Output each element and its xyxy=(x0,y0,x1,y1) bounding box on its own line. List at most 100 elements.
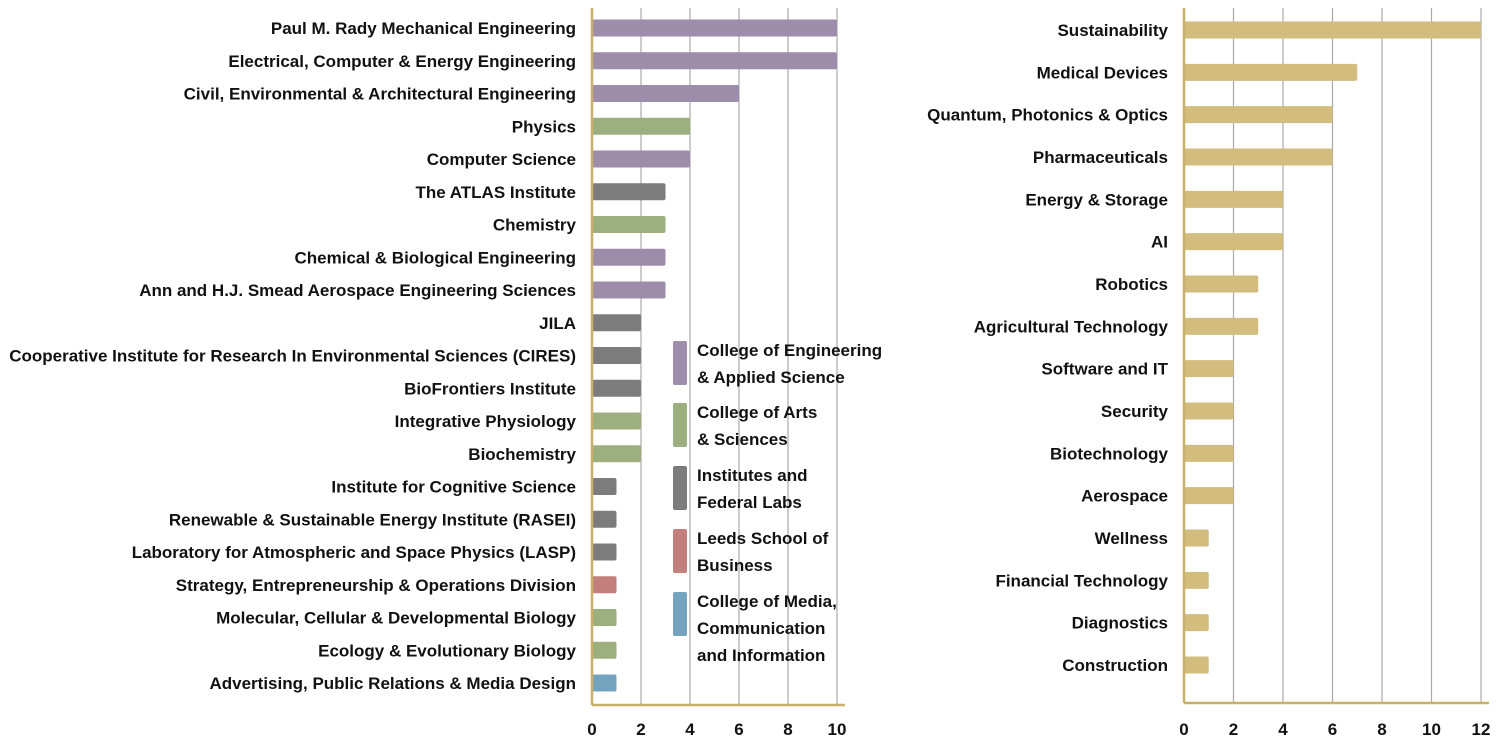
x-tick-label-8: 8 xyxy=(783,720,792,739)
legend-label-institutes: Federal Labs xyxy=(697,493,802,512)
category-label-sustainability: Sustainability xyxy=(1057,21,1168,40)
x-tick-label-4: 4 xyxy=(685,720,695,739)
category-label-renewable-sustainable-energy-institute-rasei: Renewable & Sustainable Energy Institute… xyxy=(169,510,576,529)
bar-wellness xyxy=(1184,529,1209,547)
legend-label-arts_sciences: & Sciences xyxy=(697,430,788,449)
category-label-civil-environmental-architectural-engineering: Civil, Environmental & Architectural Eng… xyxy=(184,85,576,104)
x-tick-label-0: 0 xyxy=(587,720,596,739)
bar-institute-for-cognitive-science xyxy=(592,478,617,495)
bar-biochemistry xyxy=(592,445,641,463)
category-label-computer-science: Computer Science xyxy=(427,150,576,169)
bar-ecology-evolutionary-biology xyxy=(592,641,617,659)
legend-label-institutes: Institutes and xyxy=(697,466,808,485)
category-label-quantum-photonics-optics: Quantum, Photonics & Optics xyxy=(927,106,1168,125)
category-label-advertising-public-relations-media-design: Advertising, Public Relations & Media De… xyxy=(209,674,576,693)
category-label-cooperative-institute-for-research-in-environmental-sciences-cires: Cooperative Institute for Research In En… xyxy=(9,347,576,366)
category-label-strategy-entrepreneurship-operations-division: Strategy, Entrepreneurship & Operations … xyxy=(176,576,576,595)
chart-legend: College of Engineering & Applied Science C… xyxy=(673,341,882,665)
category-label-security: Security xyxy=(1101,402,1169,421)
bar-computer-science xyxy=(592,150,690,168)
category-label-construction: Construction xyxy=(1062,656,1168,675)
category-label-pharmaceuticals: Pharmaceuticals xyxy=(1033,148,1168,167)
bar-security xyxy=(1184,402,1234,420)
category-label-jila: JILA xyxy=(539,314,576,333)
legend-label-engineering: College of Engineering xyxy=(697,341,882,360)
bar-robotics xyxy=(1184,275,1259,293)
bar-biofrontiers-institute xyxy=(592,379,641,397)
category-label-laboratory-for-atmospheric-and-space-physics-lasp: Laboratory for Atmospheric and Space Phy… xyxy=(132,543,576,562)
category-label-software-and-it: Software and IT xyxy=(1041,360,1168,379)
category-label-chemical-biological-engineering: Chemical & Biological Engineering xyxy=(295,248,577,267)
legend-swatch-cmci xyxy=(673,592,687,636)
bar-pharmaceuticals xyxy=(1184,148,1333,166)
legend-label-leeds: Leeds School of xyxy=(697,529,829,548)
category-label-molecular-cellular-developmental-biology: Molecular, Cellular & Developmental Biol… xyxy=(216,609,576,628)
category-label-the-atlas-institute: The ATLAS Institute xyxy=(415,183,576,202)
bar-biotechnology xyxy=(1184,444,1234,462)
legend-swatch-institutes xyxy=(673,466,687,510)
category-label-energy-storage: Energy & Storage xyxy=(1025,190,1168,209)
legend-swatch-arts_sciences xyxy=(673,403,687,447)
x-tick-label-2: 2 xyxy=(1229,720,1238,739)
category-label-chemistry: Chemistry xyxy=(493,216,577,235)
x-tick-label-10: 10 xyxy=(1422,720,1441,739)
bar-integrative-physiology xyxy=(592,412,641,430)
bar-physics xyxy=(592,117,690,135)
x-tick-label-0: 0 xyxy=(1179,720,1188,739)
legend-swatch-leeds xyxy=(673,529,687,573)
bar-cooperative-institute-for-research-in-environmental-sciences-cires xyxy=(592,347,641,364)
legend-label-cmci: College of Media, xyxy=(697,592,837,611)
legend-label-engineering: & Applied Science xyxy=(697,368,845,387)
category-label-diagnostics: Diagnostics xyxy=(1072,614,1168,633)
legend-label-cmci: Communication xyxy=(697,619,825,638)
x-tick-label-6: 6 xyxy=(734,720,743,739)
bar-sustainability xyxy=(1184,21,1481,39)
category-label-ann-and-h-j-smead-aerospace-engineering-sciences: Ann and H.J. Smead Aerospace Engineering… xyxy=(139,281,576,300)
x-tick-label-4: 4 xyxy=(1278,720,1288,739)
bar-diagnostics xyxy=(1184,614,1209,632)
bar-construction xyxy=(1184,656,1209,674)
category-label-wellness: Wellness xyxy=(1095,529,1168,548)
category-label-integrative-physiology: Integrative Physiology xyxy=(395,412,577,431)
legend-swatch-engineering xyxy=(673,341,687,385)
bar-civil-environmental-architectural-engineering xyxy=(592,85,739,102)
bar-laboratory-for-atmospheric-and-space-physics-lasp xyxy=(592,543,617,561)
legend-label-arts_sciences: College of Arts xyxy=(697,403,817,422)
bar-agricultural-technology xyxy=(1184,317,1259,335)
category-label-physics: Physics xyxy=(512,117,576,136)
bar-strategy-entrepreneurship-operations-division xyxy=(592,576,617,594)
category-label-biofrontiers-institute: BioFrontiers Institute xyxy=(404,379,576,398)
category-label-biochemistry: Biochemistry xyxy=(468,445,576,464)
category-label-aerospace: Aerospace xyxy=(1081,487,1168,506)
legend-label-leeds: Business xyxy=(697,556,773,575)
bar-advertising-public-relations-media-design xyxy=(592,674,617,692)
category-label-financial-technology: Financial Technology xyxy=(995,571,1168,590)
bar-energy-storage xyxy=(1184,190,1283,208)
bar-quantum-photonics-optics xyxy=(1184,106,1333,124)
bar-chemistry xyxy=(592,216,666,233)
x-tick-label-2: 2 xyxy=(636,720,645,739)
category-label-biotechnology: Biotechnology xyxy=(1050,444,1169,463)
bar-ai xyxy=(1184,233,1283,251)
category-label-paul-m-rady-mechanical-engineering: Paul M. Rady Mechanical Engineering xyxy=(271,19,576,38)
legend-label-cmci: and Information xyxy=(697,646,825,665)
industries-bar-chart: Sustainability Medical Devices Quantum, Ph… xyxy=(927,8,1490,739)
bar-the-atlas-institute xyxy=(592,183,666,201)
bar-medical-devices xyxy=(1184,63,1358,81)
bar-electrical-computer-energy-engineering xyxy=(592,52,837,70)
x-tick-label-10: 10 xyxy=(828,720,847,739)
x-tick-label-12: 12 xyxy=(1472,720,1491,739)
category-label-medical-devices: Medical Devices xyxy=(1037,63,1168,82)
bar-jila xyxy=(592,314,641,332)
category-label-electrical-computer-energy-engineering: Electrical, Computer & Energy Engineerin… xyxy=(228,52,576,71)
category-label-institute-for-cognitive-science: Institute for Cognitive Science xyxy=(331,478,576,497)
bar-aerospace xyxy=(1184,487,1234,505)
bar-paul-m-rady-mechanical-engineering xyxy=(592,19,837,37)
category-label-ecology-evolutionary-biology: Ecology & Evolutionary Biology xyxy=(318,641,576,660)
x-tick-label-6: 6 xyxy=(1328,720,1337,739)
bar-financial-technology xyxy=(1184,571,1209,589)
x-tick-label-8: 8 xyxy=(1377,720,1386,739)
category-label-robotics: Robotics xyxy=(1095,275,1168,294)
bar-chemical-biological-engineering xyxy=(592,248,666,266)
